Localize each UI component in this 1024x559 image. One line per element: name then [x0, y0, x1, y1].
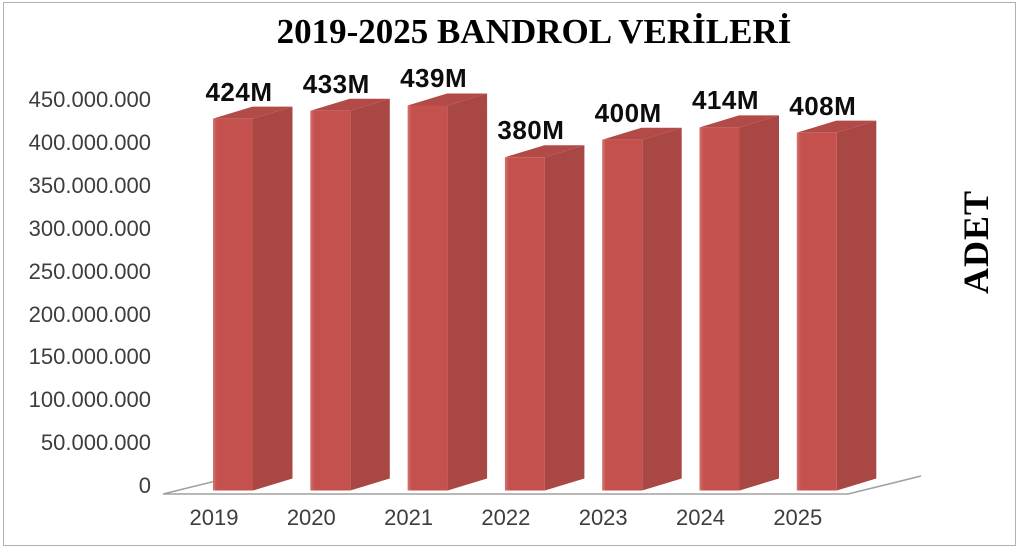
y-tick-label: 300.000.000 [28, 215, 151, 241]
bar-side-face [253, 106, 293, 491]
x-category-label-2025: 2025 [773, 505, 823, 530]
y-tick-label: 350.000.000 [28, 172, 151, 198]
bar-top-face [213, 106, 293, 119]
data-label-2023: 400M [594, 97, 662, 128]
bar-group-2023 [602, 127, 682, 491]
y-tick-label: 150.000.000 [28, 344, 151, 370]
bar-group-2022 [504, 145, 585, 491]
x-category-label-2024: 2024 [676, 505, 725, 530]
data-label-2024: 414M [691, 85, 760, 116]
data-label-2022: 380M [497, 115, 565, 146]
bar-group-2024 [699, 115, 779, 491]
x-category-label-2021: 2021 [384, 505, 434, 530]
y-tick-label: 400.000.000 [28, 129, 151, 155]
bar-group-2025 [796, 120, 877, 491]
bar-top-face [602, 127, 682, 140]
data-label-2025: 408M [789, 90, 857, 121]
bar-side-face [739, 115, 779, 491]
bar-side-face [544, 145, 585, 491]
bar-front-face [213, 118, 253, 491]
y-axis-title: ADET [956, 189, 996, 295]
bar-top-face [504, 145, 585, 158]
data-label-2021: 439M [400, 63, 468, 94]
bar-side-face [836, 120, 877, 491]
bar-front-face [796, 132, 837, 491]
bar-group-2021 [407, 93, 488, 491]
chart-title: 2019-2025 BANDROL VERİLERİ [276, 12, 792, 51]
bar-top-face [699, 115, 779, 128]
x-category-label-2022: 2022 [481, 505, 531, 530]
bar-top-face [310, 98, 390, 111]
data-label-2019: 424M [205, 76, 273, 107]
bar-front-face [310, 110, 351, 491]
bar-side-face [447, 93, 488, 491]
x-category-label-2023: 2023 [578, 505, 628, 530]
bar-front-face [504, 157, 545, 491]
y-tick-label: 200.000.000 [28, 301, 151, 327]
y-tick-label: 50.000.000 [40, 430, 151, 456]
y-tick-label: 450.000.000 [28, 87, 151, 112]
bar-side-face [350, 98, 390, 491]
x-category-label-2019: 2019 [189, 505, 239, 530]
bar-top-face [796, 120, 877, 133]
y-tick-label: 0 [138, 473, 151, 499]
bar-group-2019 [213, 106, 293, 491]
y-tick-label: 100.000.000 [28, 387, 151, 413]
bar-side-face [642, 127, 682, 491]
y-tick-label: 250.000.000 [28, 258, 151, 284]
bar-front-face [407, 105, 448, 491]
x-category-label-2020: 2020 [286, 505, 336, 530]
bar-top-face [407, 93, 488, 106]
bar-group-2020 [310, 98, 390, 491]
bar-front-face [699, 127, 740, 491]
data-label-2020: 433M [302, 68, 370, 99]
bar-front-face [602, 139, 643, 491]
